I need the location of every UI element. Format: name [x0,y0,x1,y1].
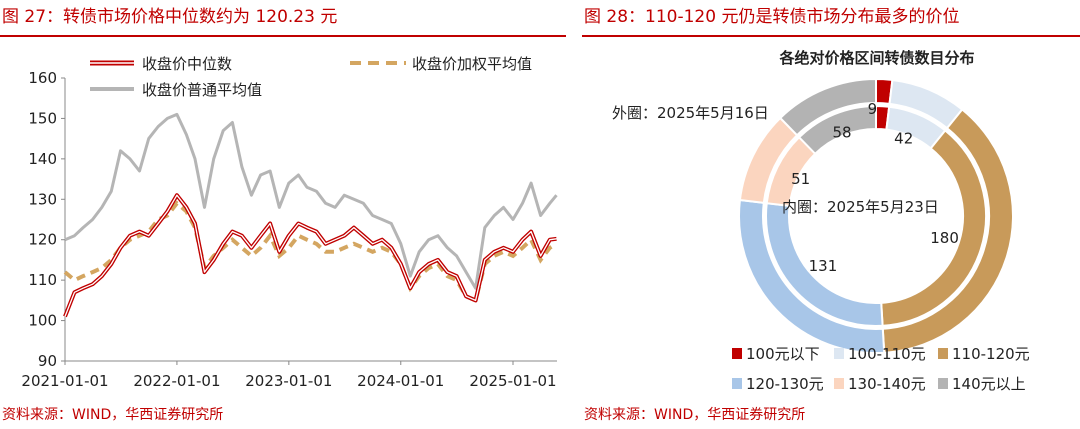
outer-ring-label: 外圈：2025年5月16日 [612,104,769,122]
legend-median: 收盘价中位数 [90,55,232,73]
x-tick-label: 2023-01-01 [245,372,332,390]
y-tick-label: 140 [28,150,57,168]
y-tick-label: 150 [28,109,57,127]
legend-item: 130-140元 [834,375,926,393]
donut-chart: 各绝对价格区间转债数目分布 9 42 180 131 51 58 外圈：2025年5月16日内… [612,49,1030,393]
simple-average-series-line [64,112,558,290]
right-source-note: 资料来源：WIND，华西证券研究所 [584,407,806,423]
left-figure-title: 图 27：转债市场价格中位数约为 120.23 元 [2,7,338,27]
x-tick-label: 2024-01-01 [357,372,444,390]
left-title-rule [0,35,566,37]
y-tick-label: 100 [28,312,57,330]
x-tick-label: 2021-01-01 [21,372,108,390]
median-series-line [63,193,557,318]
y-tick-label: 160 [28,69,57,87]
slice-data-label: 9 [868,100,878,118]
y-tick-label: 120 [28,231,57,249]
y-tick-label: 110 [28,271,57,289]
slice-data-label: 180 [930,229,959,247]
legend-item: 100-110元 [834,345,926,363]
legend-item: 100元以下 [732,345,820,363]
legend-label: 100-110元 [848,345,926,363]
right-title-rule [582,35,1080,37]
legend-item: 140元以上 [938,375,1026,393]
legend-swatch [732,378,742,389]
median-series-inner-line [64,194,557,317]
line-chart: 90 100 110 120 130 140 150 160 2021-01-01 2022-01… [21,55,558,390]
legend-label: 120-130元 [746,375,824,393]
y-tick-label: 90 [38,352,57,370]
inner-ring-label: 内圈：2025年5月23日 [782,198,939,216]
legend-swatch [834,348,844,359]
left-panel: 图 27：转债市场价格中位数约为 120.23 元 90 100 110 120 130… [0,7,566,423]
legend-swatch [834,378,844,389]
legend-label: 收盘价中位数 [142,55,232,73]
legend-item: 110-120元 [938,345,1030,363]
donut-title: 各绝对价格区间转债数目分布 [778,49,974,67]
x-tick-label: 2022-01-01 [133,372,220,390]
legend-swatch [938,378,948,389]
weighted-average-series-line [63,200,558,304]
legend-label: 140元以上 [952,375,1026,393]
slice-data-label: 42 [894,130,913,148]
x-tick-label: 2025-01-01 [469,372,556,390]
legend-label: 收盘价加权平均值 [412,55,532,73]
slice-data-label: 131 [809,257,838,275]
legend-item: 120-130元 [732,375,824,393]
outer-ring-slice [778,77,877,137]
legend-swatch [938,348,948,359]
legend-simple-average: 收盘价普通平均值 [90,81,262,99]
right-panel: 图 28：110-120 元仍是转债市场分布最多的价位 各绝对价格区间转债数目分… [582,0,1080,429]
legend-label: 收盘价普通平均值 [142,81,262,99]
slice-data-label: 51 [791,170,810,188]
y-tick-label: 130 [28,190,57,208]
legend-weighted-average: 收盘价加权平均值 [350,55,532,73]
legend-label: 130-140元 [848,375,926,393]
legend-swatch [732,348,742,359]
left-source-note: 资料来源：WIND，华西证券研究所 [2,407,224,423]
legend-label: 110-120元 [952,345,1030,363]
right-figure-title: 图 28：110-120 元仍是转债市场分布最多的价位 [584,7,960,27]
inner-ring-slice [797,104,877,156]
legend-label: 100元以下 [746,345,820,363]
slice-data-label: 58 [832,124,851,142]
